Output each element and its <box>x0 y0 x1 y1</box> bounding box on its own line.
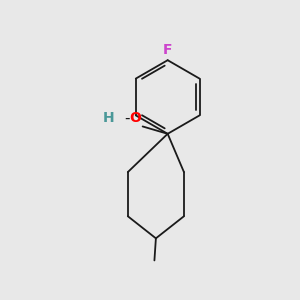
Text: F: F <box>163 43 172 57</box>
Text: -: - <box>124 111 130 126</box>
Text: H: H <box>103 111 115 125</box>
Text: O: O <box>129 111 141 125</box>
